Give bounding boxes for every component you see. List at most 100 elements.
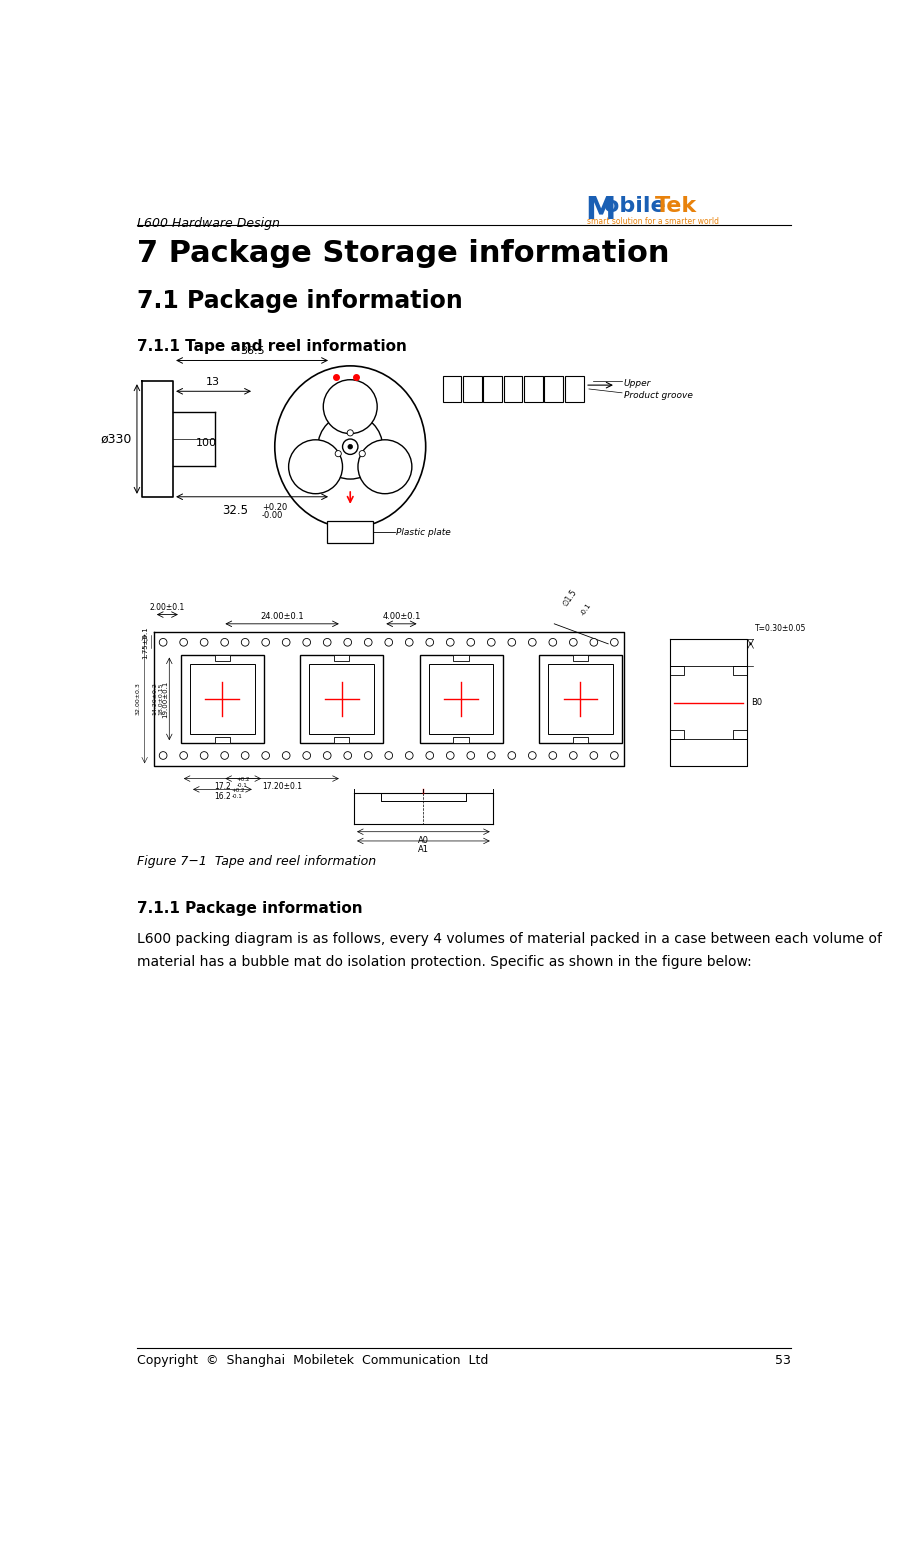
Text: ∅1.5: ∅1.5 [561, 589, 578, 609]
Circle shape [549, 638, 557, 646]
Bar [310, 664, 374, 734]
Text: 24.00±0.1: 24.00±0.1 [261, 612, 304, 621]
Text: Μ: Μ [586, 196, 615, 225]
Bar [463, 376, 481, 402]
Text: 4.00±0.1: 4.00±0.1 [382, 612, 421, 621]
Circle shape [358, 439, 412, 493]
Circle shape [446, 638, 454, 646]
Text: 7.1 Package information: 7.1 Package information [137, 288, 462, 313]
Text: +0.2
-0.1: +0.2 -0.1 [236, 777, 250, 787]
Text: T=0.30±0.05: T=0.30±0.05 [755, 624, 805, 633]
Circle shape [323, 379, 377, 433]
Text: -0.00: -0.00 [262, 512, 283, 521]
Circle shape [159, 638, 167, 646]
Circle shape [242, 752, 249, 760]
Text: 53: 53 [775, 1355, 791, 1367]
Text: 17.20±0.1: 17.20±0.1 [262, 781, 302, 791]
Circle shape [426, 638, 433, 646]
Circle shape [262, 752, 270, 760]
Circle shape [344, 752, 351, 760]
Bar [429, 664, 493, 734]
Text: ø330: ø330 [101, 433, 132, 445]
Bar [545, 376, 563, 402]
Bar [190, 664, 255, 734]
Bar [548, 664, 613, 734]
Circle shape [180, 752, 187, 760]
Text: 16.2: 16.2 [214, 792, 231, 801]
Text: L600 packing diagram is as follows, every 4 volumes of material packed in a case: L600 packing diagram is as follows, ever… [137, 932, 882, 969]
Text: 13: 13 [206, 376, 220, 387]
Text: 32.00±0.3: 32.00±0.3 [135, 683, 140, 715]
Circle shape [262, 638, 270, 646]
Text: 2.00±0.1: 2.00±0.1 [149, 603, 185, 612]
Circle shape [488, 638, 495, 646]
Circle shape [242, 638, 249, 646]
Circle shape [282, 752, 290, 760]
Circle shape [303, 752, 310, 760]
Circle shape [344, 638, 351, 646]
Circle shape [590, 752, 597, 760]
Text: 36.5: 36.5 [240, 345, 265, 356]
Text: +0.20: +0.20 [262, 502, 287, 512]
Text: 100: 100 [195, 438, 217, 448]
Text: -0.1: -0.1 [580, 601, 593, 616]
Circle shape [385, 752, 393, 760]
Text: smart solution for a smarter world: smart solution for a smarter world [586, 217, 719, 227]
Circle shape [508, 752, 516, 760]
Circle shape [508, 638, 516, 646]
Circle shape [611, 752, 618, 760]
Bar [483, 376, 502, 402]
Circle shape [335, 450, 341, 456]
Circle shape [159, 752, 167, 760]
Circle shape [488, 752, 495, 760]
Circle shape [405, 752, 413, 760]
Circle shape [318, 415, 383, 479]
Circle shape [611, 638, 618, 646]
Circle shape [342, 439, 358, 455]
Text: Figure 7−1  Tape and reel information: Figure 7−1 Tape and reel information [137, 855, 376, 868]
Text: 18.0±0.15: 18.0±0.15 [158, 683, 163, 715]
Bar [573, 737, 588, 743]
Text: obile: obile [605, 196, 666, 216]
Bar [443, 376, 462, 402]
Bar [538, 655, 622, 743]
Circle shape [200, 638, 208, 646]
Text: 14.20±0.2: 14.20±0.2 [153, 683, 157, 715]
Circle shape [467, 752, 474, 760]
Text: 17.2: 17.2 [214, 781, 231, 791]
Text: Plastic plate: Plastic plate [396, 527, 452, 536]
Text: 1.75±0.1: 1.75±0.1 [142, 626, 148, 658]
Circle shape [569, 752, 577, 760]
Circle shape [529, 752, 536, 760]
Circle shape [303, 638, 310, 646]
Text: L600 Hardware Design: L600 Hardware Design [137, 217, 280, 230]
Bar [504, 376, 522, 402]
Bar [565, 376, 584, 402]
Circle shape [590, 638, 597, 646]
Text: A0: A0 [418, 835, 429, 844]
Text: +0.2
-0.1: +0.2 -0.1 [232, 787, 245, 798]
Circle shape [348, 444, 353, 448]
Circle shape [467, 638, 474, 646]
Text: A1: A1 [418, 844, 429, 854]
Circle shape [426, 752, 433, 760]
Text: 7.1.1 Package information: 7.1.1 Package information [137, 901, 363, 915]
Text: 32.5: 32.5 [222, 504, 248, 518]
Bar [453, 737, 469, 743]
Circle shape [289, 439, 342, 493]
Circle shape [200, 752, 208, 760]
Text: Tek: Tek [654, 196, 697, 216]
Bar [214, 655, 230, 661]
Text: 7 Package Storage information: 7 Package Storage information [137, 239, 670, 268]
Bar [181, 655, 264, 743]
Text: Upper: Upper [624, 379, 651, 388]
Bar [214, 737, 230, 743]
Text: 19.00±0.1: 19.00±0.1 [162, 680, 167, 718]
Circle shape [359, 450, 366, 456]
Circle shape [569, 638, 577, 646]
Circle shape [405, 638, 413, 646]
Circle shape [323, 752, 331, 760]
Circle shape [348, 430, 353, 436]
Bar [453, 655, 469, 661]
Text: 7.1.1 Tape and reel information: 7.1.1 Tape and reel information [137, 339, 407, 354]
